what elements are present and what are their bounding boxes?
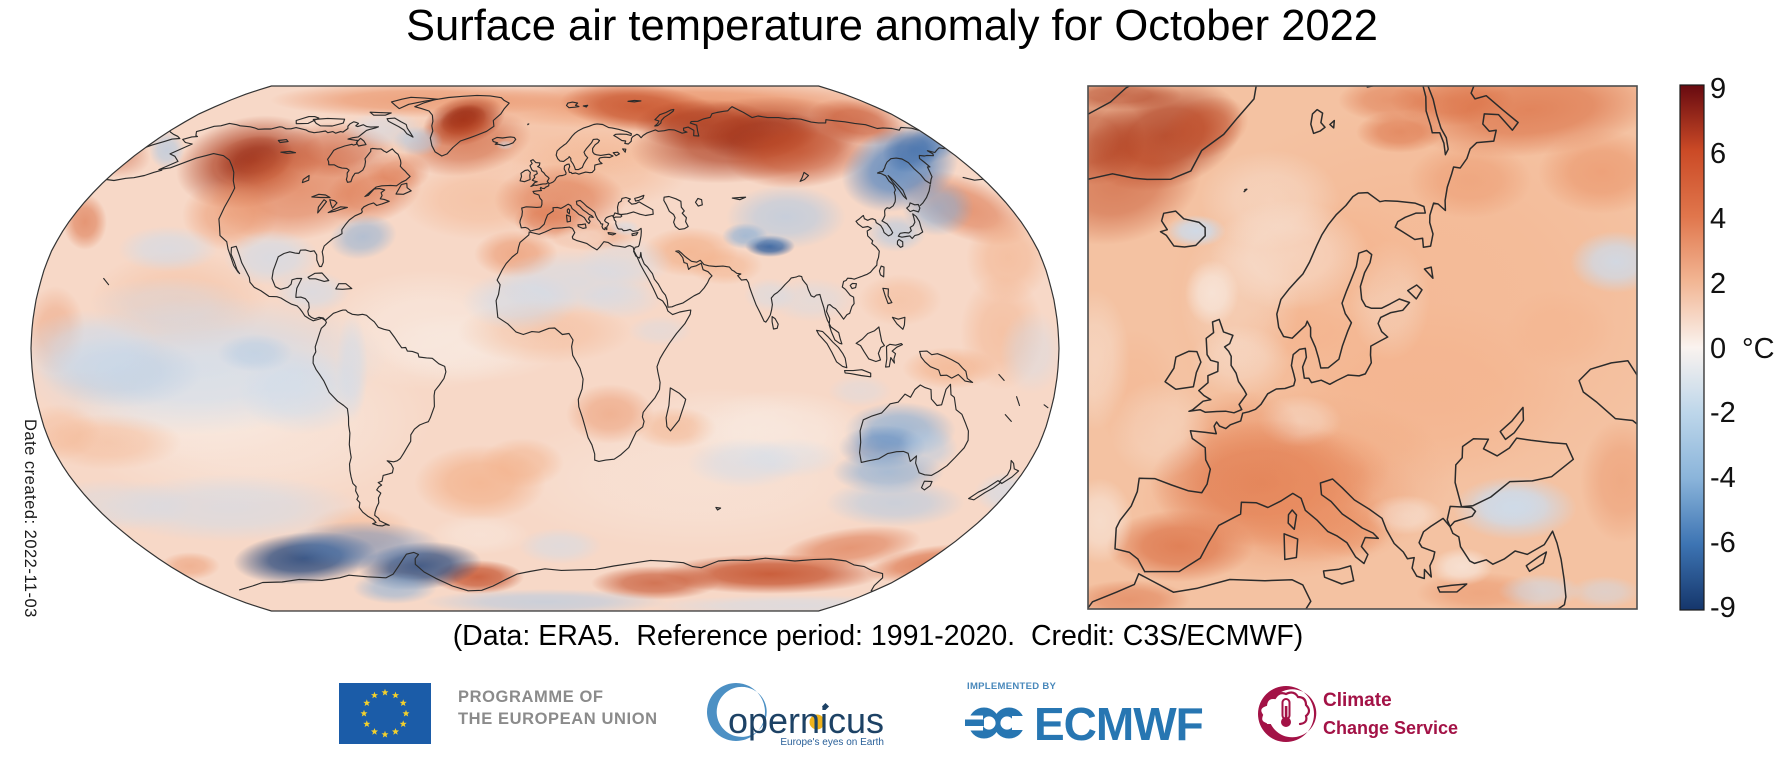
svg-text:9: 9 xyxy=(1710,73,1726,105)
svg-text:Europe's eyes on Earth: Europe's eyes on Earth xyxy=(780,737,884,748)
svg-text:-2: -2 xyxy=(1710,397,1736,429)
svg-text:4: 4 xyxy=(1710,203,1726,235)
svg-text:THE EUROPEAN UNION: THE EUROPEAN UNION xyxy=(458,710,658,728)
svg-text:PROGRAMME OF: PROGRAMME OF xyxy=(458,688,604,706)
svg-text:opernicus: opernicus xyxy=(728,700,884,741)
svg-text:ECMWF: ECMWF xyxy=(1034,698,1203,750)
svg-text:-6: -6 xyxy=(1710,527,1736,559)
svg-text:-4: -4 xyxy=(1710,462,1736,494)
svg-text:Surface air temperature anomal: Surface air temperature anomaly for Octo… xyxy=(406,2,1378,50)
svg-text:2: 2 xyxy=(1710,268,1726,300)
svg-text:°C: °C xyxy=(1742,333,1775,365)
svg-text:(Data: ERA5. Reference period: (Data: ERA5. Reference period: 1991-2020… xyxy=(453,620,1304,652)
svg-text:6: 6 xyxy=(1710,138,1726,170)
svg-text:-9: -9 xyxy=(1710,592,1736,624)
svg-text:Date created: 2022-11-03: Date created: 2022-11-03 xyxy=(21,419,39,618)
svg-text:0: 0 xyxy=(1710,333,1726,365)
svg-text:Climate: Climate xyxy=(1323,690,1392,711)
svg-text:Change Service: Change Service xyxy=(1323,718,1458,738)
svg-text:IMPLEMENTED BY: IMPLEMENTED BY xyxy=(967,681,1057,692)
